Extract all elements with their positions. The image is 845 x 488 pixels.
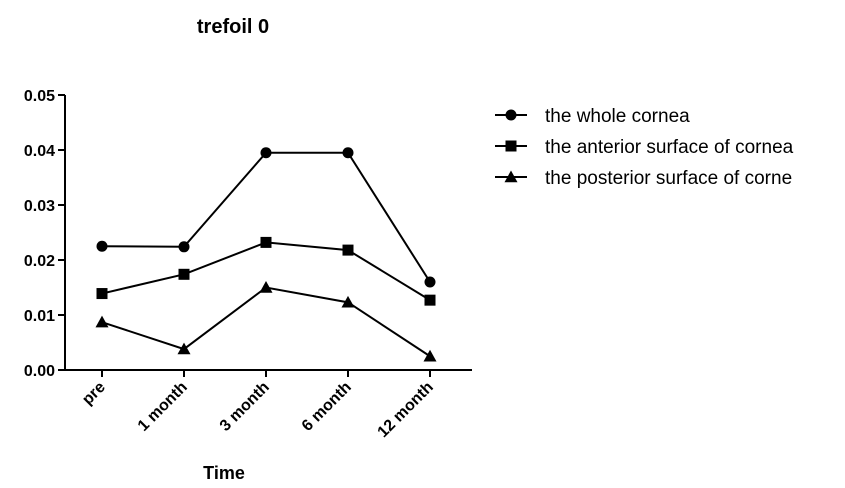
legend-entry: the posterior surface of corne: [495, 168, 792, 189]
data-point: [177, 342, 191, 355]
series-layer: [95, 147, 437, 362]
data-point: [260, 236, 272, 248]
series-line: [101, 286, 431, 358]
data-point: [178, 268, 190, 280]
legend-marker: [505, 109, 517, 121]
y-tick-label: 0.02: [24, 253, 55, 270]
chart-title: trefoil 0: [197, 16, 269, 38]
series-square: [96, 236, 436, 306]
y-tick-label: 0.03: [24, 198, 55, 215]
y-tick-label: 0.05: [24, 88, 55, 105]
data-point: [178, 241, 190, 253]
legend-entry: the whole cornea: [495, 106, 690, 127]
series-circle: [96, 147, 436, 288]
data-point: [423, 349, 437, 362]
legend-entry: the anterior surface of cornea: [495, 137, 794, 158]
x-tick-label: 6 month: [299, 379, 355, 435]
data-point: [95, 315, 109, 328]
series-triangle: [95, 281, 437, 362]
data-point: [259, 281, 273, 293]
x-axis-title: Time: [203, 463, 245, 483]
legend-marker: [505, 140, 517, 152]
y-tick-label: 0.04: [24, 143, 55, 160]
data-point: [342, 147, 354, 159]
legend-marker: [504, 170, 518, 183]
x-tick-label: pre: [79, 379, 109, 409]
x-tick-label: 3 month: [217, 379, 273, 435]
data-point: [342, 244, 354, 256]
legend-label: the posterior surface of corne: [545, 168, 792, 189]
y-tick-label: 0.00: [24, 363, 55, 380]
y-axis: 0.00 0.01 0.02 0.03 0.04 0.05: [24, 88, 66, 380]
legend-label: the whole cornea: [545, 106, 690, 127]
data-point: [341, 295, 355, 308]
x-axis: pre 1 month 3 month 6 month 12 month: [65, 369, 472, 441]
data-point: [424, 276, 436, 288]
data-point: [424, 294, 436, 306]
x-tick-label: 1 month: [135, 379, 191, 435]
data-point: [96, 288, 108, 300]
legend-label: the anterior surface of cornea: [545, 137, 794, 158]
data-point: [260, 147, 272, 159]
y-tick-label: 0.01: [24, 308, 55, 325]
data-point: [96, 240, 108, 252]
series-line: [101, 151, 431, 283]
x-tick-label: 12 month: [375, 379, 437, 441]
legend: the whole cornea the anterior surface of …: [495, 106, 794, 189]
